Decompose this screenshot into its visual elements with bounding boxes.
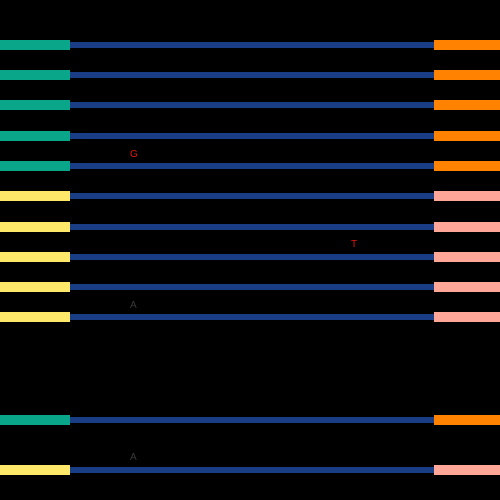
- track-row-3: [0, 100, 500, 110]
- track-row-8: [0, 252, 500, 262]
- base-mark-g: G: [130, 149, 138, 160]
- left-block: [0, 191, 70, 201]
- right-block: [434, 100, 500, 110]
- connector-bar: [70, 102, 434, 108]
- right-block: [434, 415, 500, 425]
- left-block: [0, 70, 70, 80]
- base-mark-a: A: [130, 452, 137, 463]
- right-block: [434, 222, 500, 232]
- connector-bar: [70, 224, 434, 230]
- right-block: [434, 282, 500, 292]
- track-row-5: [0, 161, 500, 171]
- left-block: [0, 40, 70, 50]
- track-row-1: [0, 40, 500, 50]
- connector-bar: [70, 417, 434, 423]
- right-block: [434, 312, 500, 322]
- connector-bar: [70, 42, 434, 48]
- left-block: [0, 161, 70, 171]
- left-block: [0, 415, 70, 425]
- left-block: [0, 282, 70, 292]
- right-block: [434, 161, 500, 171]
- right-block: [434, 465, 500, 475]
- connector-bar: [70, 72, 434, 78]
- track-row-2: [0, 70, 500, 80]
- track-row-4: [0, 131, 500, 141]
- connector-bar: [70, 133, 434, 139]
- left-block: [0, 465, 70, 475]
- connector-bar: [70, 467, 434, 473]
- connector-bar: [70, 284, 434, 290]
- left-block: [0, 100, 70, 110]
- right-block: [434, 131, 500, 141]
- base-mark-a: A: [130, 300, 137, 311]
- track-row-11: [0, 415, 500, 425]
- track-row-6: [0, 191, 500, 201]
- base-mark-t: T: [351, 239, 358, 250]
- connector-bar: [70, 254, 434, 260]
- track-row-7: [0, 222, 500, 232]
- right-block: [434, 252, 500, 262]
- connector-bar: [70, 163, 434, 169]
- left-block: [0, 312, 70, 322]
- right-block: [434, 70, 500, 80]
- connector-bar: [70, 193, 434, 199]
- track-row-12: [0, 465, 500, 475]
- left-block: [0, 131, 70, 141]
- track-row-9: [0, 282, 500, 292]
- left-block: [0, 252, 70, 262]
- track-row-10: [0, 312, 500, 322]
- right-block: [434, 191, 500, 201]
- right-block: [434, 40, 500, 50]
- connector-bar: [70, 314, 434, 320]
- left-block: [0, 222, 70, 232]
